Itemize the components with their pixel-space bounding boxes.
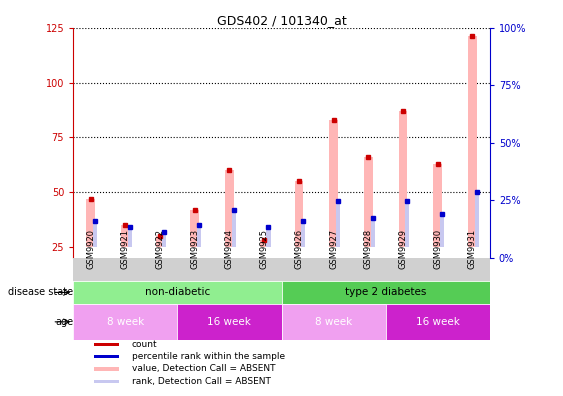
Text: 8 week: 8 week: [315, 317, 352, 327]
Bar: [386, 304, 490, 340]
Text: GSM9926: GSM9926: [294, 229, 303, 269]
Text: GSM9928: GSM9928: [364, 229, 373, 269]
Bar: [282, 304, 386, 340]
Text: GSM9923: GSM9923: [190, 229, 199, 269]
Bar: [86, 199, 95, 247]
Bar: [434, 164, 442, 247]
Bar: [225, 170, 234, 247]
Text: value, Detection Call = ABSENT: value, Detection Call = ABSENT: [132, 364, 275, 373]
Bar: [121, 225, 129, 247]
Bar: [94, 380, 119, 383]
Bar: [94, 367, 119, 371]
Text: type 2 diabetes: type 2 diabetes: [345, 287, 426, 297]
Text: GSM9922: GSM9922: [155, 229, 164, 269]
Text: GSM9930: GSM9930: [434, 229, 442, 269]
Bar: [232, 209, 236, 247]
Bar: [440, 214, 444, 247]
Bar: [301, 221, 305, 247]
Bar: [155, 236, 164, 247]
Bar: [177, 304, 282, 340]
Bar: [266, 227, 271, 247]
Bar: [190, 209, 199, 247]
Bar: [197, 225, 201, 247]
Text: age: age: [55, 317, 73, 327]
Title: GDS402 / 101340_at: GDS402 / 101340_at: [217, 13, 346, 27]
Text: GSM9929: GSM9929: [399, 229, 408, 269]
Text: non-diabetic: non-diabetic: [145, 287, 210, 297]
Bar: [364, 157, 373, 247]
Bar: [128, 227, 132, 247]
Text: GSM9931: GSM9931: [468, 229, 477, 269]
Bar: [162, 232, 167, 247]
Bar: [73, 304, 177, 340]
Text: GSM9920: GSM9920: [86, 229, 95, 269]
Bar: [94, 343, 119, 346]
Bar: [282, 281, 490, 304]
Bar: [73, 281, 282, 304]
Bar: [370, 219, 375, 247]
Bar: [329, 120, 338, 247]
Text: GSM9924: GSM9924: [225, 229, 234, 269]
Bar: [294, 181, 303, 247]
Text: GSM9921: GSM9921: [121, 229, 129, 269]
Text: GSM9925: GSM9925: [260, 229, 269, 269]
Text: rank, Detection Call = ABSENT: rank, Detection Call = ABSENT: [132, 377, 270, 386]
Text: 16 week: 16 week: [208, 317, 251, 327]
Text: count: count: [132, 340, 157, 349]
Bar: [93, 221, 97, 247]
Bar: [399, 111, 408, 247]
Text: 8 week: 8 week: [106, 317, 144, 327]
Bar: [475, 192, 479, 247]
Text: GSM9927: GSM9927: [329, 229, 338, 269]
Bar: [73, 258, 490, 281]
Bar: [468, 36, 477, 247]
Text: percentile rank within the sample: percentile rank within the sample: [132, 352, 285, 361]
Text: disease state: disease state: [8, 287, 73, 297]
Text: 16 week: 16 week: [416, 317, 459, 327]
Bar: [405, 201, 409, 247]
Bar: [336, 201, 340, 247]
Bar: [94, 355, 119, 358]
Bar: [260, 240, 269, 247]
